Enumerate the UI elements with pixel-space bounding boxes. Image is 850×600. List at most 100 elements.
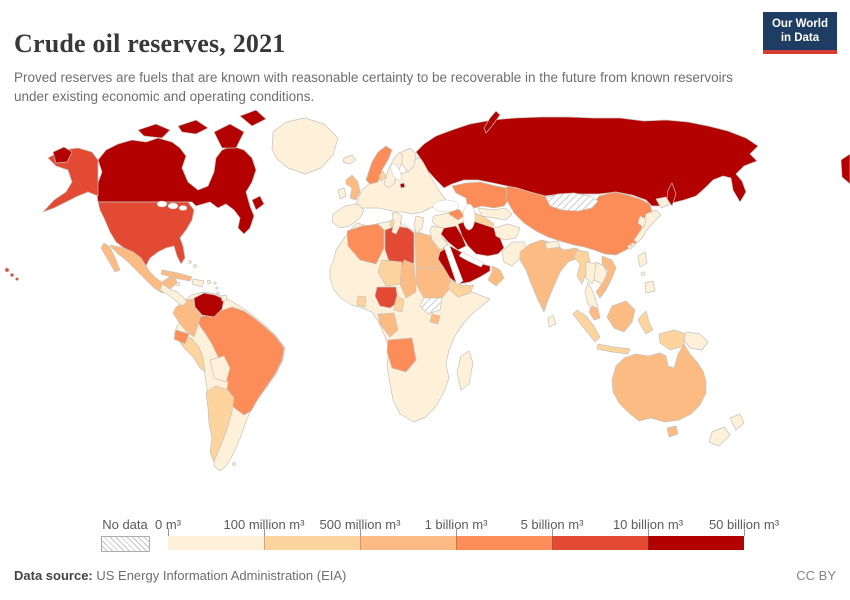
country-algeria[interactable] bbox=[346, 223, 385, 265]
country-mexico-baja[interactable] bbox=[100, 242, 121, 273]
country-kazakhstan[interactable] bbox=[451, 181, 511, 209]
country-indonesia-java[interactable] bbox=[596, 343, 631, 355]
country-taiwan[interactable] bbox=[627, 244, 633, 250]
data-source-value: US Energy Information Administration (EI… bbox=[92, 568, 347, 583]
country-angola[interactable] bbox=[386, 337, 417, 373]
country-gabon-congo[interactable] bbox=[377, 312, 399, 338]
country-cuba[interactable] bbox=[160, 269, 193, 282]
country-bahamas-1[interactable] bbox=[188, 260, 192, 264]
legend-tick-1 bbox=[264, 528, 265, 536]
country-usa-hawaii-3[interactable] bbox=[15, 277, 19, 281]
legend-segment-5[interactable] bbox=[648, 536, 744, 550]
country-cameroon[interactable] bbox=[393, 295, 405, 313]
country-indonesia-sulawesi[interactable] bbox=[637, 310, 654, 335]
country-bolivia[interactable] bbox=[209, 355, 231, 383]
country-tasmania[interactable] bbox=[666, 425, 679, 438]
country-russia-chukotka[interactable] bbox=[52, 146, 73, 164]
country-antilles-3[interactable] bbox=[216, 291, 220, 295]
country-new-zealand-south[interactable] bbox=[708, 426, 731, 447]
country-usa-hawaii-2[interactable] bbox=[9, 272, 15, 278]
country-brazil[interactable] bbox=[196, 306, 285, 416]
legend-tick-4 bbox=[552, 528, 553, 536]
country-antilles-2[interactable] bbox=[215, 286, 219, 290]
country-venezuela[interactable] bbox=[193, 292, 225, 318]
country-greece[interactable] bbox=[413, 215, 425, 235]
country-greenland[interactable] bbox=[271, 117, 339, 175]
country-trinidad[interactable] bbox=[220, 294, 228, 302]
legend-segment-2[interactable] bbox=[360, 536, 456, 550]
great-lakes-2 bbox=[167, 202, 179, 210]
country-hispaniola[interactable] bbox=[191, 278, 205, 288]
country-iberia[interactable] bbox=[331, 203, 365, 229]
country-argentina[interactable] bbox=[205, 385, 235, 463]
country-canada-arctic-2[interactable] bbox=[177, 119, 209, 135]
country-nigeria[interactable] bbox=[374, 286, 399, 309]
country-vietnam[interactable] bbox=[595, 255, 617, 299]
legend-segment-0[interactable] bbox=[168, 536, 264, 550]
country-india[interactable] bbox=[519, 239, 583, 313]
legend-tick-label-1: 100 million m³ bbox=[223, 517, 305, 532]
country-borneo[interactable] bbox=[606, 300, 636, 333]
country-yemen[interactable] bbox=[447, 279, 475, 298]
country-russia-east-wedge[interactable] bbox=[840, 153, 850, 185]
country-ecuador[interactable] bbox=[173, 329, 190, 345]
country-united-kingdom[interactable] bbox=[345, 174, 361, 201]
country-ghana[interactable] bbox=[356, 295, 367, 308]
country-bahamas-2[interactable] bbox=[193, 264, 197, 268]
country-denmark[interactable] bbox=[378, 170, 387, 182]
legend-segment-3[interactable] bbox=[456, 536, 552, 550]
falkland-islands[interactable] bbox=[232, 462, 236, 466]
country-central-asia[interactable] bbox=[477, 207, 513, 221]
country-norway[interactable] bbox=[365, 145, 393, 185]
country-japan-hokkaido[interactable] bbox=[655, 196, 671, 209]
owid-logo[interactable]: Our World in Data bbox=[762, 12, 837, 54]
legend-segment-4[interactable] bbox=[552, 536, 648, 550]
country-usa-alaska[interactable] bbox=[42, 147, 99, 213]
country-peru[interactable] bbox=[178, 337, 206, 373]
country-antilles-1[interactable] bbox=[213, 281, 217, 285]
country-finland[interactable] bbox=[401, 147, 417, 173]
country-madagascar[interactable] bbox=[456, 350, 474, 391]
country-canada-ellesmere[interactable] bbox=[239, 109, 267, 127]
country-oman[interactable] bbox=[487, 265, 505, 287]
country-jamaica[interactable] bbox=[175, 281, 181, 287]
country-russia-kaliningrad[interactable] bbox=[399, 182, 406, 189]
country-japan-honshu[interactable] bbox=[633, 209, 662, 244]
country-central-america[interactable] bbox=[159, 283, 188, 307]
country-korea[interactable] bbox=[637, 215, 647, 229]
country-canada-arctic-1[interactable] bbox=[137, 123, 171, 139]
country-nepal[interactable] bbox=[544, 240, 561, 250]
country-afghanistan[interactable] bbox=[493, 223, 521, 241]
country-russia-novaya-zemlya[interactable] bbox=[483, 110, 501, 134]
country-puerto-rico[interactable] bbox=[206, 279, 212, 285]
country-sri-lanka[interactable] bbox=[547, 314, 557, 328]
country-russia-sakhalin[interactable] bbox=[666, 182, 677, 207]
country-canada-baffin[interactable] bbox=[213, 123, 245, 149]
country-ireland[interactable] bbox=[337, 187, 347, 200]
country-canada-newfoundland[interactable] bbox=[251, 195, 265, 211]
country-italy[interactable] bbox=[391, 211, 403, 235]
country-usa-hawaii-1[interactable] bbox=[4, 267, 10, 273]
country-new-zealand-north[interactable] bbox=[729, 413, 745, 431]
country-indonesia-sumatra[interactable] bbox=[572, 309, 601, 343]
country-colombia[interactable] bbox=[172, 298, 202, 338]
country-mongolia[interactable] bbox=[545, 192, 599, 212]
country-mexico[interactable] bbox=[109, 244, 178, 294]
legend-tick-6 bbox=[744, 528, 745, 536]
country-usa[interactable] bbox=[97, 201, 195, 267]
country-iceland[interactable] bbox=[342, 154, 357, 165]
country-philippines-mindanao[interactable] bbox=[644, 280, 656, 294]
country-philippines-visayas[interactable] bbox=[640, 271, 646, 277]
country-myanmar[interactable] bbox=[573, 249, 591, 285]
license-badge[interactable]: CC BY bbox=[796, 568, 836, 583]
legend-segment-1[interactable] bbox=[264, 536, 360, 550]
country-malaysia[interactable] bbox=[588, 305, 601, 321]
country-uganda[interactable] bbox=[429, 313, 441, 325]
country-philippines-luzon[interactable] bbox=[637, 251, 648, 268]
country-australia[interactable] bbox=[611, 343, 707, 423]
country-south-sudan[interactable] bbox=[419, 297, 443, 315]
country-papua-new-guinea[interactable] bbox=[683, 331, 709, 351]
country-iraq[interactable] bbox=[440, 225, 467, 251]
legend-no-data-swatch[interactable] bbox=[101, 536, 150, 552]
country-niger[interactable] bbox=[377, 259, 403, 287]
